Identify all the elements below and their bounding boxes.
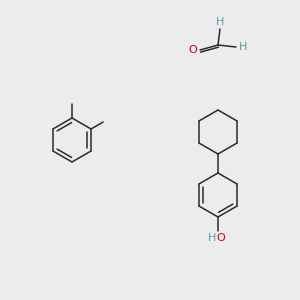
Text: O: O [189,45,197,55]
Text: H: H [216,17,224,27]
Text: H: H [208,233,216,243]
Text: O: O [217,233,225,243]
Text: H: H [239,42,247,52]
